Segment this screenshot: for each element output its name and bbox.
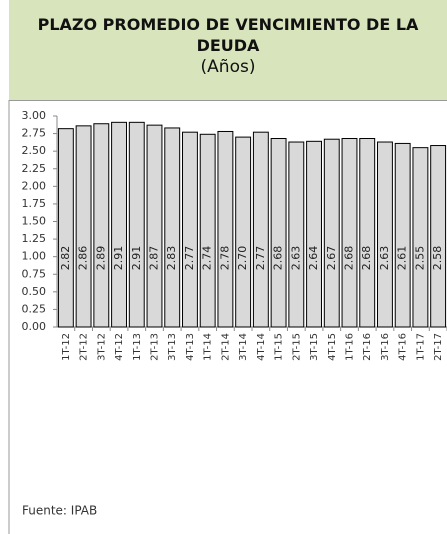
x-tick-label: 2T-15 — [291, 333, 302, 361]
value-label: 2.64 — [307, 246, 320, 271]
value-label: 2.58 — [431, 246, 444, 271]
value-label: 2.86 — [77, 246, 90, 271]
value-label: 2.82 — [59, 246, 72, 271]
value-label: 2.70 — [236, 246, 249, 271]
y-tick-label: 1.25 — [22, 232, 47, 245]
value-label: 2.68 — [272, 246, 285, 271]
value-label: 2.63 — [378, 246, 391, 271]
y-tick-label: 2.25 — [22, 162, 47, 175]
x-tick-label: 1T-13 — [132, 333, 143, 361]
x-tick-label: 2T-17 — [433, 333, 444, 361]
value-label: 2.67 — [325, 246, 338, 271]
bar — [75, 125, 92, 328]
x-tick-label: 3T-12 — [96, 333, 107, 361]
x-tick-label: 4T-12 — [114, 333, 125, 361]
source: Fuente: IPAB — [22, 504, 97, 518]
x-tick-label: 4T-13 — [185, 333, 196, 361]
bar — [288, 141, 305, 328]
value-label: 2.77 — [183, 246, 196, 271]
bar — [57, 128, 74, 328]
bar — [359, 138, 376, 328]
bar — [146, 124, 163, 328]
value-label: 2.68 — [360, 246, 373, 271]
y-tick-label: 3.00 — [22, 109, 47, 122]
x-tick-label: 3T-15 — [309, 333, 320, 361]
header: PLAZO PROMEDIO DE VENCIMIENTO DE LA DEUD… — [9, 0, 447, 101]
x-tick-label: 2T-16 — [362, 333, 373, 361]
bar — [306, 140, 322, 328]
bar — [270, 138, 287, 328]
bar — [164, 127, 181, 328]
y-tick-label: 1.75 — [22, 197, 47, 210]
value-label: 2.89 — [94, 246, 107, 271]
value-label: 2.77 — [254, 246, 267, 271]
bar — [412, 147, 429, 328]
value-label: 2.63 — [289, 246, 302, 271]
bar — [93, 123, 110, 328]
chart-title: PLAZO PROMEDIO DE VENCIMIENTO DE LA DEUD… — [37, 15, 419, 55]
bar — [111, 121, 127, 328]
bar — [128, 121, 145, 328]
bar — [323, 138, 340, 328]
x-tick-label: 2T-13 — [150, 333, 161, 361]
x-tick-label: 1T-15 — [274, 333, 285, 361]
y-tick-label: 0.25 — [22, 302, 47, 315]
x-tick-label: 2T-12 — [79, 333, 90, 361]
chart-subtitle: (Años) — [200, 57, 256, 77]
value-label: 2.68 — [343, 246, 356, 271]
y-tick-label: 2.75 — [22, 127, 47, 140]
x-tick-label: 3T-13 — [167, 333, 178, 361]
x-tick-label: 3T-14 — [238, 333, 249, 361]
bar — [217, 130, 234, 328]
x-tick-label: 2T-14 — [220, 333, 231, 361]
value-label: 2.55 — [413, 246, 426, 271]
x-tick-label: 1T-12 — [61, 333, 72, 361]
x-tick-label: 4T-14 — [256, 333, 267, 361]
value-label: 2.61 — [396, 246, 409, 271]
x-tick-label: 4T-16 — [398, 333, 409, 361]
value-label: 2.83 — [165, 246, 178, 271]
bar — [199, 133, 216, 328]
bar — [341, 138, 358, 328]
value-label: 2.91 — [112, 246, 125, 271]
y-tick-label: 1.00 — [22, 250, 47, 263]
y-tick-label: 0.75 — [22, 267, 47, 280]
x-tick-label: 1T-16 — [345, 333, 356, 361]
x-tick-label: 4T-15 — [327, 333, 338, 361]
y-tick-label: 1.50 — [22, 215, 47, 228]
bar — [235, 136, 252, 328]
bar — [394, 142, 411, 328]
value-label: 2.74 — [201, 246, 214, 271]
bar — [182, 131, 198, 328]
y-tick-label: 0.00 — [22, 320, 47, 333]
x-tick-label: 1T-14 — [203, 333, 214, 361]
x-tick-label: 1T-17 — [415, 333, 426, 361]
bar — [430, 145, 447, 328]
x-tick-label: 3T-16 — [380, 333, 391, 361]
bar — [377, 141, 393, 328]
value-label: 2.87 — [148, 246, 161, 271]
y-tick-label: 0.50 — [22, 285, 47, 298]
value-label: 2.91 — [130, 246, 143, 271]
value-label: 2.78 — [218, 246, 231, 271]
bar — [252, 131, 269, 328]
y-tick-label: 2.50 — [22, 144, 47, 157]
y-tick-label: 2.00 — [22, 179, 47, 192]
